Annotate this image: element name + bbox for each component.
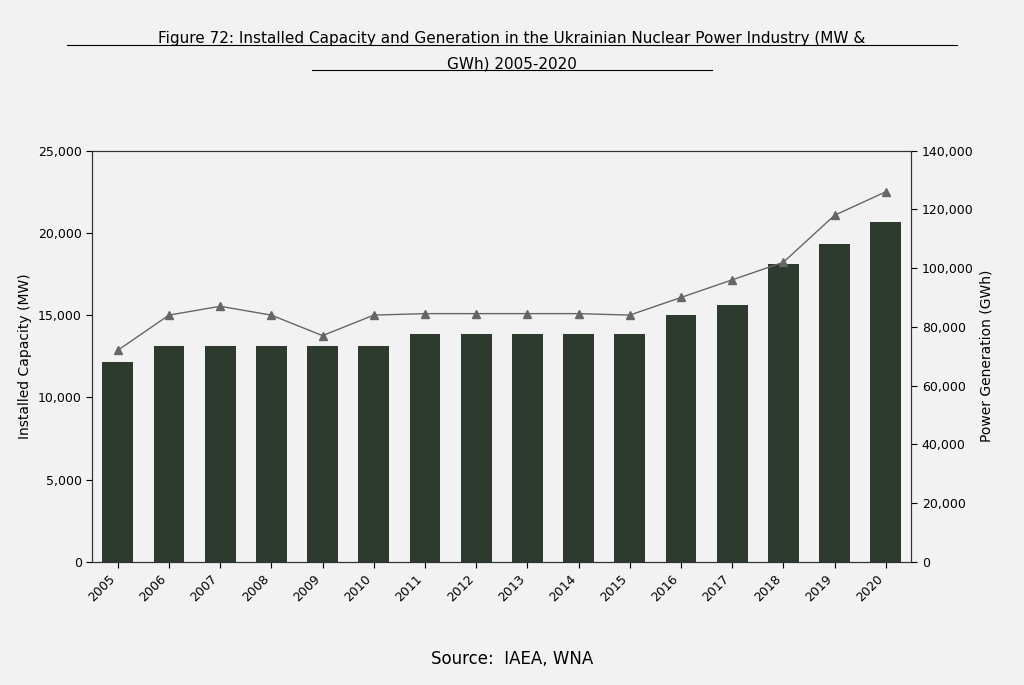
Bar xyxy=(819,245,850,562)
Bar xyxy=(256,346,287,562)
Generation xyxy=(419,310,431,318)
Bar xyxy=(102,362,133,562)
Bar xyxy=(870,223,901,562)
Generation xyxy=(112,346,124,354)
Bar xyxy=(358,346,389,562)
Bar xyxy=(666,315,696,562)
Bar xyxy=(307,346,338,562)
Generation xyxy=(470,310,482,318)
Bar xyxy=(512,334,543,562)
Bar xyxy=(154,346,184,562)
Bar xyxy=(717,305,748,562)
Generation xyxy=(777,258,790,266)
Y-axis label: Installed Capacity (MW): Installed Capacity (MW) xyxy=(18,273,33,439)
Generation xyxy=(572,310,585,318)
Generation xyxy=(521,310,534,318)
Bar xyxy=(461,334,492,562)
Generation xyxy=(214,302,226,310)
Text: Figure 72: Installed Capacity and Generation in the Ukrainian Nuclear Power Indu: Figure 72: Installed Capacity and Genera… xyxy=(159,31,865,46)
Bar xyxy=(563,334,594,562)
Generation xyxy=(163,311,175,319)
Bar xyxy=(768,264,799,562)
Bar xyxy=(614,334,645,562)
Generation xyxy=(828,211,841,219)
Line: Generation: Generation xyxy=(114,188,890,355)
Generation xyxy=(675,293,687,301)
Text: Source:  IAEA, WNA: Source: IAEA, WNA xyxy=(431,650,593,668)
Y-axis label: Power Generation (GWh): Power Generation (GWh) xyxy=(979,270,993,443)
Bar xyxy=(410,334,440,562)
Generation xyxy=(368,311,380,319)
Bar xyxy=(205,346,236,562)
Generation xyxy=(624,311,636,319)
Generation xyxy=(880,188,892,196)
Generation xyxy=(726,276,738,284)
Generation xyxy=(316,332,329,340)
Generation xyxy=(265,311,278,319)
Text: GWh) 2005-2020: GWh) 2005-2020 xyxy=(447,56,577,71)
